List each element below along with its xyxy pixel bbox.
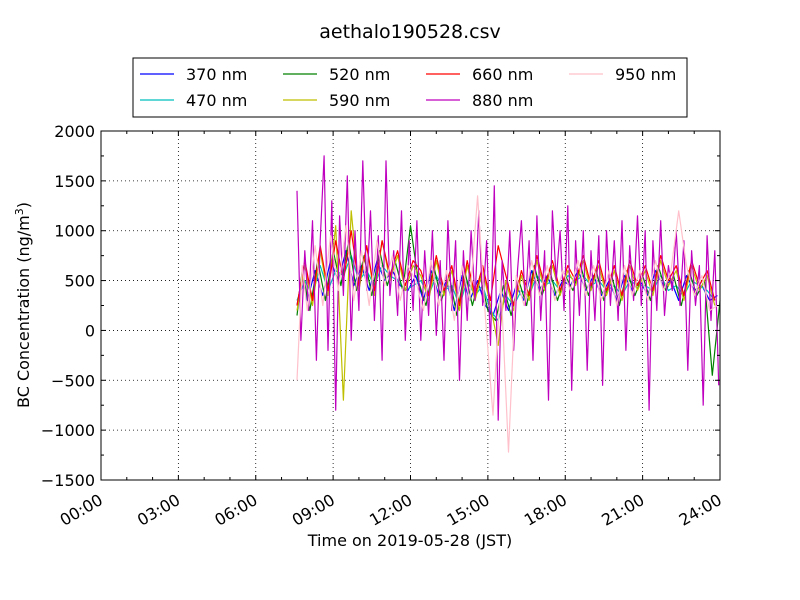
- legend-label: 520 nm: [329, 65, 390, 84]
- y-tick-label: 1000: [54, 222, 95, 241]
- y-axis-label-superscript: 3: [13, 208, 26, 215]
- y-tick-label: 2000: [54, 122, 95, 141]
- legend-entries: 370 nm 470 nm 520 nm 590 nm 660 nm 880 nm 950 …: [140, 65, 676, 110]
- y-tick-label: −500: [51, 371, 95, 390]
- chart-title: aethalo190528.csv: [319, 21, 501, 43]
- y-tick-label: −1500: [41, 471, 95, 490]
- legend-label: 880 nm: [472, 91, 533, 110]
- series-layer: [296, 155, 721, 453]
- y-axis: −1500 −1000 −500 0 500 1000 1500 2000: [41, 122, 720, 490]
- y-axis-label-end: ): [14, 202, 33, 208]
- legend-label: 370 nm: [186, 65, 247, 84]
- series-line-660-nm: [296, 230, 716, 307]
- y-tick-label: 1500: [54, 172, 95, 191]
- y-axis-label: BC Concentration (ng/m3): [13, 202, 33, 408]
- legend-label: 470 nm: [186, 91, 247, 110]
- legend-label: 590 nm: [329, 91, 390, 110]
- y-axis-label-main: BC Concentration (ng/m: [14, 215, 33, 408]
- legend-box: [132, 57, 688, 118]
- series-line-880-nm: [296, 155, 720, 421]
- series-line-950-nm: [296, 195, 718, 453]
- legend: 370 nm 470 nm 520 nm 590 nm 660 nm 880 nm 950 …: [132, 57, 688, 118]
- y-tick-label: −1000: [41, 421, 95, 440]
- y-tick-label: 500: [64, 272, 95, 291]
- legend-label: 660 nm: [472, 65, 533, 84]
- x-axis-label: Time on 2019-05-28 (JST): [307, 531, 512, 550]
- legend-label: 950 nm: [615, 65, 676, 84]
- y-tick-label: 0: [85, 321, 95, 340]
